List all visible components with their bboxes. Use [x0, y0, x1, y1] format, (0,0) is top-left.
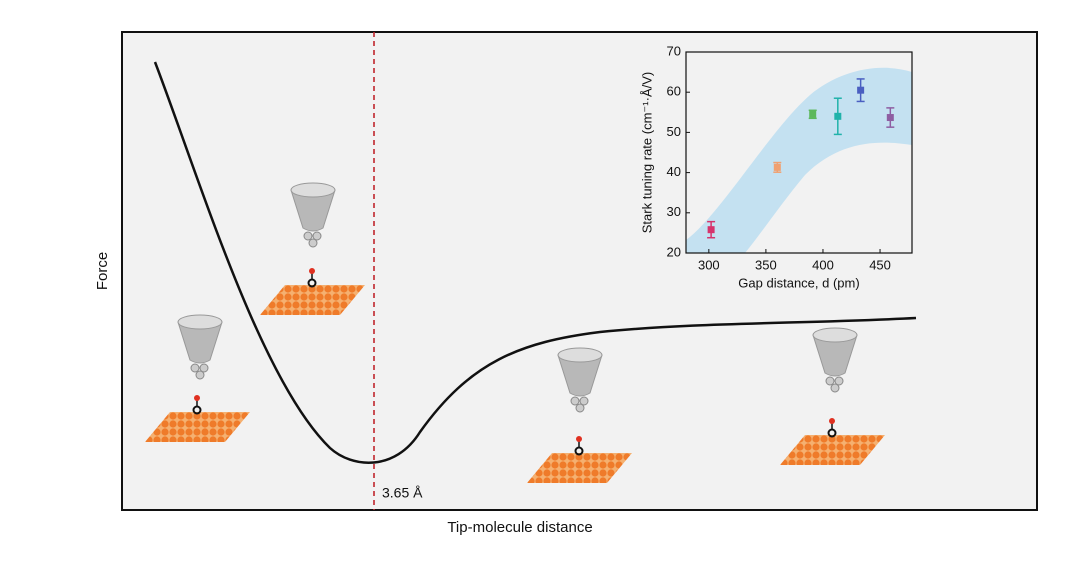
y-tick-label: 60 — [667, 84, 681, 99]
point — [886, 114, 894, 122]
point — [834, 112, 842, 120]
point — [809, 110, 817, 118]
annotation: 3.65 Å — [382, 485, 423, 501]
y-tick-label: 40 — [667, 164, 681, 179]
point — [707, 226, 715, 234]
x-tick-label: 400 — [812, 257, 834, 272]
point — [857, 86, 865, 94]
x-axis-label: Tip-molecule distance — [447, 519, 592, 536]
inset-x-label: Gap distance, d (pm) — [738, 275, 859, 290]
inset-frame — [685, 51, 913, 254]
x-tick-label: 450 — [869, 257, 891, 272]
force-curve — [153, 61, 917, 464]
inset-y-label: Stark tuning rate (cm⁻¹·Å/V) — [639, 72, 654, 233]
y-tick-label: 50 — [667, 124, 681, 139]
y-tick-label: 30 — [667, 204, 681, 219]
trend-band — [686, 67, 912, 253]
y-tick-label: 20 — [667, 244, 681, 259]
x-tick-label: 350 — [755, 257, 777, 272]
point — [773, 163, 781, 171]
y-axis-label: Force — [94, 252, 111, 290]
x-tick-label: 300 — [698, 257, 720, 272]
y-tick-label: 70 — [667, 43, 681, 58]
